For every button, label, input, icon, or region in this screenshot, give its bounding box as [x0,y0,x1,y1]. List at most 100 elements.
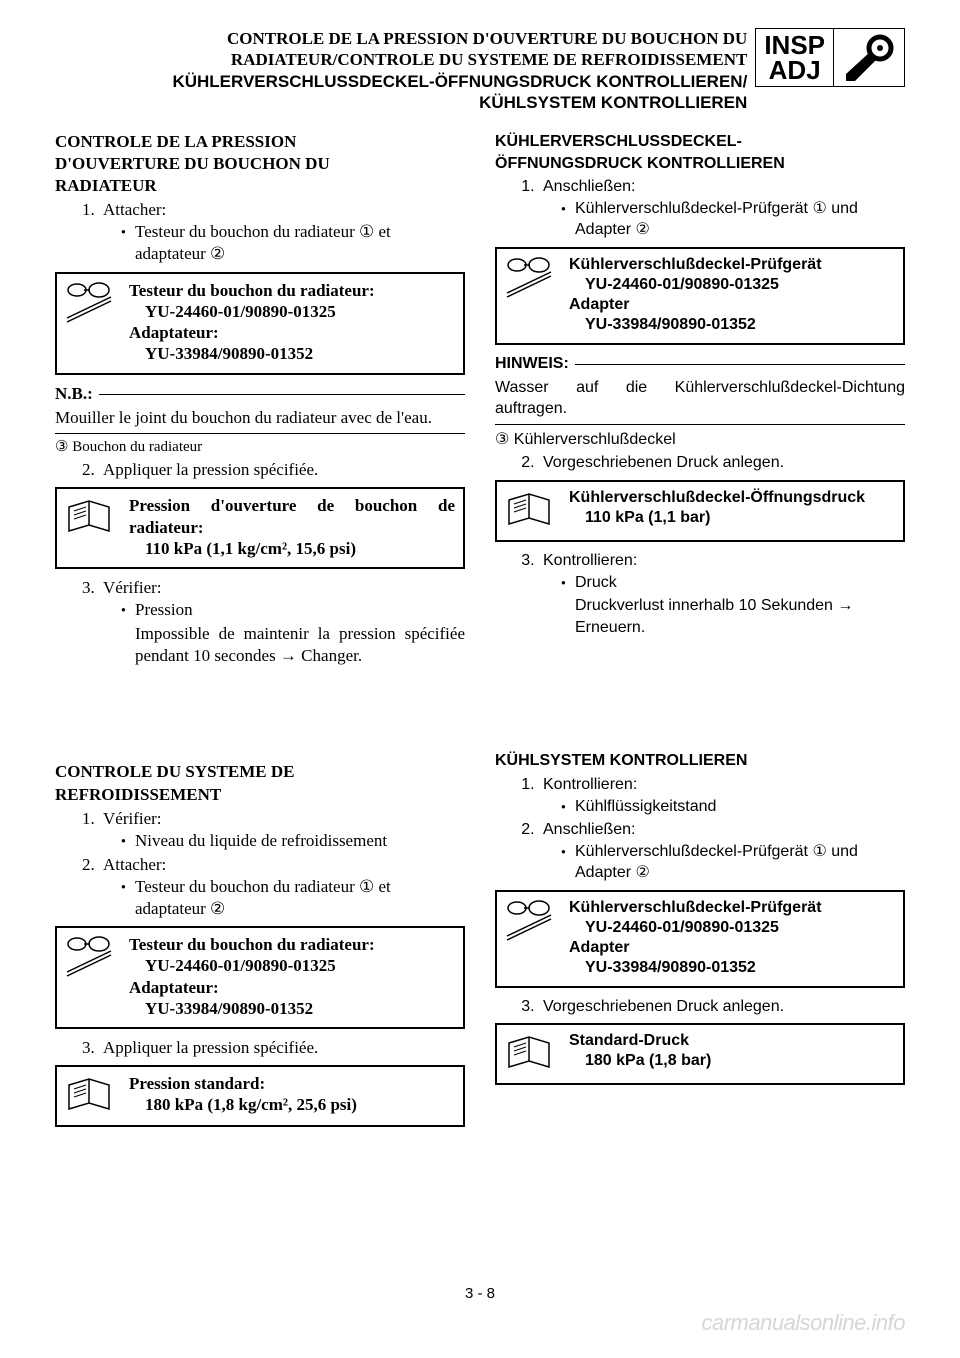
pressure-value: 180 kPa (1,8 bar) [569,1051,895,1071]
two-column-layout: CONTROLE DE LA PRESSION D'OUVERTURE DU B… [55,131,905,1135]
fr-step-list: Vérifier: Niveau du liquide de refroidis… [55,808,465,920]
pressure-box: Pression d'ouverture de bouchon de radia… [55,487,465,569]
rule-line [99,394,465,395]
title-line: REFROIDISSEMENT [55,784,465,806]
title-line: CONTROLE DU SYSTEME DE [55,761,465,783]
header-line-4: KÜHLSYSTEM KONTROLLIEREN [172,92,747,113]
sub-item: Niveau du liquide de refroidissement [121,830,465,852]
de-step-list: Kontrollieren: Druck Druckverlust innerh… [495,550,905,638]
sub-body: Impossible de maintenir la pression spéc… [135,623,465,667]
german-column: KÜHLERVERSCHLUSSDECKEL- ÖFFNUNGSDRUCK KO… [495,131,905,1135]
page-header: CONTROLE DE LA PRESSION D'OUVERTURE DU B… [55,28,905,113]
badge-top: INSP [764,33,825,58]
rule-line [55,433,465,434]
step-label: Kontrollieren: [543,776,637,793]
insp-adj-badge: INSP ADJ [755,28,905,87]
de-step-list: Vorgeschriebenen Druck anlegen. [495,452,905,474]
tool-text: Testeur du bouchon du radiateur: YU-2446… [121,274,463,373]
fr-section1-title: CONTROLE DE LA PRESSION D'OUVERTURE DU B… [55,131,465,197]
fr-section2-title: CONTROLE DU SYSTEME DE REFROIDISSEMENT [55,761,465,805]
list-item: Vorgeschriebenen Druck anlegen. [539,452,905,474]
title-line: KÜHLERVERSCHLUSSDECKEL- [495,131,905,153]
hinweis-body: Wasser auf die Kühlerverschlußdeckel-Dic… [495,377,905,420]
page-number: 3 - 8 [0,1285,960,1302]
list-item: Anschließen: Kühlerverschlußdeckel-Prüfg… [539,819,905,884]
french-column: CONTROLE DE LA PRESSION D'OUVERTURE DU B… [55,131,465,1135]
pressure-label: Standard-Druck [569,1031,895,1051]
title-line: RADIATEUR [55,175,465,197]
sub-label: Pression [135,600,193,619]
pressure-label: Kühlerverschlußdeckel-Öffnungsdruck [569,488,895,508]
tool-line: Testeur du bouchon du radiateur: [129,280,455,301]
title-line: D'OUVERTURE DU BOUCHON DU [55,153,465,175]
rule-line [495,424,905,425]
tool-line: YU-33984/90890-01352 [569,958,895,978]
list-item: Kontrollieren: Druck Druckverlust innerh… [539,550,905,638]
pressure-value: 110 kPa (1,1 kg/cm², 15,6 psi) [129,538,455,559]
pressure-label: Pression standard: [129,1073,455,1094]
ref-item-3: ③ Bouchon du radiateur [55,438,465,458]
header-line-1: CONTROLE DE LA PRESSION D'OUVERTURE DU B… [172,28,747,49]
nb-body: Mouiller le joint du bouchon du radiateu… [55,407,465,429]
tool-box: Kühlerverschlußdeckel-Prüfgerät YU-24460… [495,247,905,345]
sub-item: Testeur du bouchon du radiateur ① et ada… [121,876,465,920]
header-line-2: RADIATEUR/CONTROLE DU SYSTEME DE REFROID… [172,49,747,70]
hinweis-label: HINWEIS: [495,353,575,375]
spec-book-icon [57,489,121,567]
sub-body: Druckverlust innerhalb 10 Sekunden → Ern… [575,595,905,638]
fr-step-list: Attacher: Testeur du bouchon du radiateu… [55,199,465,265]
badge-text: INSP ADJ [756,29,834,86]
sub-label: Druck [575,574,617,591]
sub-item: Kühlerverschlußdeckel-Prüfgerät ① und Ad… [561,841,905,884]
list-item: Attacher: Testeur du bouchon du radiateu… [99,199,465,265]
step-label: Attacher: [103,855,166,874]
spacer [55,671,465,761]
tool-line: Adaptateur: [129,322,455,343]
pressure-box: Pression standard: 180 kPa (1,8 kg/cm², … [55,1065,465,1127]
nb-header: N.B.: [55,383,465,405]
tool-line: Kühlerverschlußdeckel-Prüfgerät [569,898,895,918]
pressure-box: Kühlerverschlußdeckel-Öffnungsdruck 110 … [495,480,905,542]
de-step-list: Kontrollieren: Kühlflüssigkeitstand Ansc… [495,774,905,884]
pressure-text: Standard-Druck 180 kPa (1,8 bar) [561,1025,903,1083]
step-label: Kontrollieren: [543,552,637,569]
ref-item-3: ③ Kühlerverschlußdeckel [495,429,905,451]
hinweis-header: HINWEIS: [495,353,905,375]
title-line: CONTROLE DE LA PRESSION [55,131,465,153]
pressure-label: Pression d'ouverture de bouchon de radia… [129,495,455,538]
spec-book-icon [57,1067,121,1125]
nb-label: N.B.: [55,383,99,405]
sub-item: Testeur du bouchon du radiateur ① et ada… [121,221,465,265]
spec-book-icon [497,1025,561,1083]
step-label: Attacher: [103,200,166,219]
de-step-list: Anschließen: Kühlerverschlußdeckel-Prüfg… [495,176,905,241]
sub-item: Pression Impossible de maintenir la pres… [121,599,465,667]
tool-line: Kühlerverschlußdeckel-Prüfgerät [569,255,895,275]
wrench-gauge-icon [834,29,904,86]
rule-line [575,364,905,365]
list-item: Appliquer la pression spécifiée. [99,459,465,481]
tool-line: YU-24460-01/90890-01325 [129,301,455,322]
pressure-text: Pression d'ouverture de bouchon de radia… [121,489,463,567]
sub-item: Druck Druckverlust innerhalb 10 Sekunden… [561,572,905,639]
tool-text: Kühlerverschlußdeckel-Prüfgerät YU-24460… [561,249,903,343]
tool-line: YU-24460-01/90890-01325 [569,918,895,938]
de-section1-title: KÜHLERVERSCHLUSSDECKEL- ÖFFNUNGSDRUCK KO… [495,131,905,174]
tool-line: Adapter [569,938,895,958]
tool-line: YU-33984/90890-01352 [129,343,455,364]
fr-step-list: Vérifier: Pression Impossible de mainten… [55,577,465,667]
watermark: carmanualsonline.info [701,1310,905,1336]
tool-text: Kühlerverschlußdeckel-Prüfgerät YU-24460… [561,892,903,986]
list-item: Vérifier: Niveau du liquide de refroidis… [99,808,465,852]
tester-tool-icon [497,249,561,343]
step-label: Vérifier: [103,809,162,828]
tool-line: Adaptateur: [129,977,455,998]
step-label: Anschließen: [543,178,636,195]
sub-item: Kühlflüssigkeitstand [561,796,905,818]
pressure-text: Pression standard: 180 kPa (1,8 kg/cm², … [121,1067,463,1125]
step-label: Anschließen: [543,821,636,838]
tool-box: Testeur du bouchon du radiateur: YU-2446… [55,926,465,1029]
pressure-value: 110 kPa (1,1 bar) [569,508,895,528]
tool-text: Testeur du bouchon du radiateur: YU-2446… [121,928,463,1027]
tester-tool-icon [57,274,121,373]
